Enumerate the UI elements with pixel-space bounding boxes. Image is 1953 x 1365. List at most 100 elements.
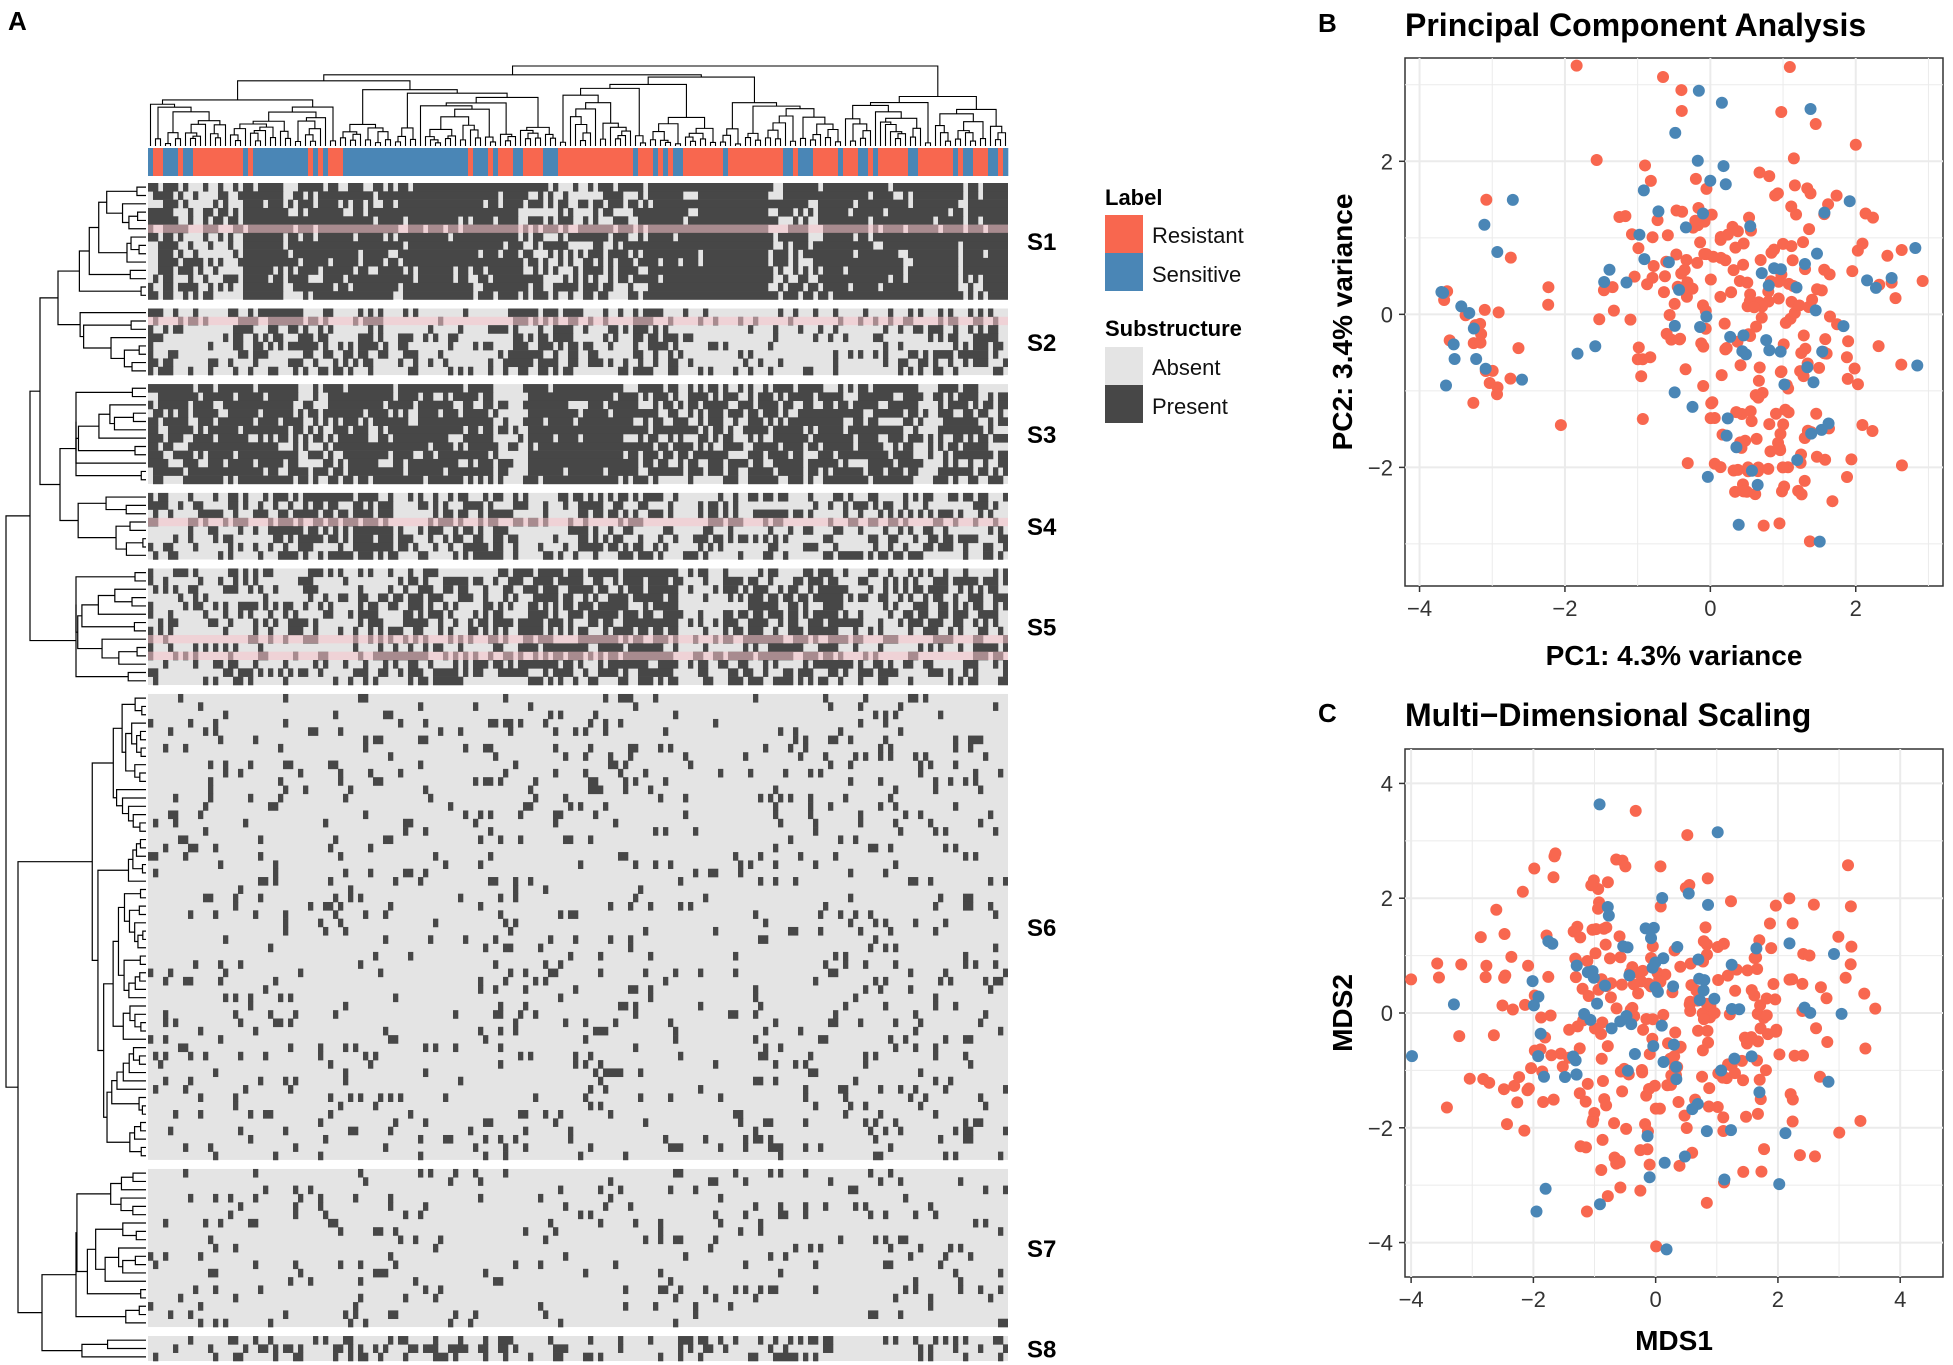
heatmap-present-cell <box>968 676 979 686</box>
heatmap-present-cell <box>148 542 154 552</box>
heatmap-present-cell <box>533 291 549 300</box>
point-resistant <box>1760 1009 1773 1022</box>
heatmap-present-cell <box>593 593 599 603</box>
heatmap-present-cell <box>303 433 309 443</box>
heatmap-present-cell <box>968 216 979 225</box>
column-dendrogram-branch <box>209 133 219 146</box>
heatmap-present-cell <box>338 341 344 351</box>
heatmap-present-cell <box>288 1043 294 1053</box>
label-bar-sensitive <box>663 148 669 176</box>
heatmap-present-cell <box>768 1252 774 1261</box>
heatmap-present-cell <box>253 509 269 519</box>
heatmap-present-cell <box>268 467 279 476</box>
heatmap-present-cell <box>963 274 969 284</box>
legend-absent-swatch <box>1105 347 1143 385</box>
heatmap-present-cell <box>258 458 284 468</box>
heatmap-present-cell <box>833 350 839 359</box>
heatmap-present-cell <box>503 593 509 603</box>
heatmap-present-cell <box>608 509 619 519</box>
heatmap-present-cell <box>283 918 289 928</box>
row-dendrogram-branch <box>139 955 146 965</box>
heatmap-present-cell <box>493 526 509 535</box>
heatmap-present-cell <box>648 183 774 192</box>
label-bar-sensitive <box>278 148 284 176</box>
heatmap-present-cell <box>373 735 384 745</box>
heatmap-present-cell <box>898 341 904 351</box>
label-bar-resistant <box>528 148 534 176</box>
point-resistant <box>1673 1159 1686 1172</box>
heatmap-present-cell <box>343 576 349 586</box>
heatmap-present-cell <box>213 1243 219 1253</box>
heatmap-present-cell <box>718 1336 724 1345</box>
heatmap-present-cell <box>713 618 719 628</box>
heatmap-present-cell <box>408 676 414 686</box>
label-bar-sensitive <box>433 148 439 176</box>
heatmap-present-cell <box>598 601 629 611</box>
point-sensitive <box>1669 126 1682 139</box>
point-sensitive <box>1515 373 1528 386</box>
heatmap-present-cell <box>178 1293 184 1303</box>
heatmap-present-cell <box>623 542 629 552</box>
heatmap-present-cell <box>383 199 394 209</box>
heatmap-present-cell <box>548 935 554 944</box>
heatmap-present-cell <box>853 752 859 761</box>
column-dendrogram-branch <box>149 103 176 146</box>
x-tick-label: 2 <box>1850 596 1862 621</box>
heatmap-present-cell <box>523 417 544 426</box>
row-dendrogram-branch <box>75 391 133 451</box>
column-dendrogram-branch <box>969 140 977 146</box>
heatmap-present-cell <box>543 1235 549 1245</box>
heatmap-present-cell <box>663 610 684 619</box>
heatmap-present-cell <box>993 910 999 919</box>
point-resistant <box>1737 485 1750 498</box>
label-bar-resistant <box>973 148 979 176</box>
heatmap-present-cell <box>388 601 399 611</box>
heatmap-present-cell <box>248 610 254 619</box>
heatmap-present-cell <box>683 810 689 820</box>
label-bar-resistant <box>563 148 569 176</box>
heatmap-present-cell <box>903 576 909 586</box>
heatmap-present-cell <box>688 409 694 418</box>
heatmap-present-cell <box>833 291 964 300</box>
heatmap-present-cell <box>808 467 819 476</box>
heatmap-present-cell <box>883 918 889 928</box>
heatmap-present-cell <box>813 241 874 250</box>
heatmap-present-cell <box>318 199 339 209</box>
heatmap-present-cell <box>893 1336 899 1345</box>
heatmap-present-cell <box>718 1218 724 1228</box>
heatmap-present-cell <box>318 1043 324 1053</box>
heatmap-present-cell <box>248 676 254 686</box>
heatmap-present-cell <box>698 417 704 426</box>
row-dendrogram-branch <box>81 1343 146 1358</box>
row-dendrogram-branch <box>135 843 146 857</box>
heatmap-present-cell <box>488 877 499 886</box>
point-resistant <box>1455 958 1468 971</box>
heatmap-present-cell <box>678 232 774 242</box>
heatmap-present-cell <box>233 1243 239 1253</box>
heatmap-present-cell <box>493 752 499 761</box>
heatmap-present-cell <box>803 1202 809 1211</box>
heatmap-present-cell <box>953 207 964 217</box>
x-tick-label: 2 <box>1772 1287 1784 1312</box>
heatmap-present-cell <box>918 358 929 368</box>
heatmap-present-cell <box>408 458 459 468</box>
heatmap-present-cell <box>543 585 559 594</box>
heatmap-present-cell <box>658 534 664 544</box>
point-sensitive <box>1733 1003 1746 1016</box>
heatmap-present-cell <box>618 551 634 560</box>
heatmap-present-cell <box>903 492 909 502</box>
heatmap-present-cell <box>328 534 339 544</box>
heatmap-present-cell <box>668 676 679 686</box>
heatmap-present-cell <box>768 366 774 376</box>
heatmap-present-cell <box>273 868 279 878</box>
heatmap-present-cell <box>848 425 904 435</box>
heatmap-present-cell <box>473 702 479 711</box>
heatmap-present-cell <box>558 492 569 502</box>
heatmap-present-cell <box>683 752 689 761</box>
point-resistant <box>1764 445 1777 458</box>
point-resistant <box>1702 1036 1715 1049</box>
heatmap-present-cell <box>588 350 599 359</box>
mds-title: Multi−Dimensional Scaling <box>1405 697 1811 733</box>
column-dendrogram-branch <box>511 65 939 97</box>
heatmap-present-cell <box>398 333 414 343</box>
